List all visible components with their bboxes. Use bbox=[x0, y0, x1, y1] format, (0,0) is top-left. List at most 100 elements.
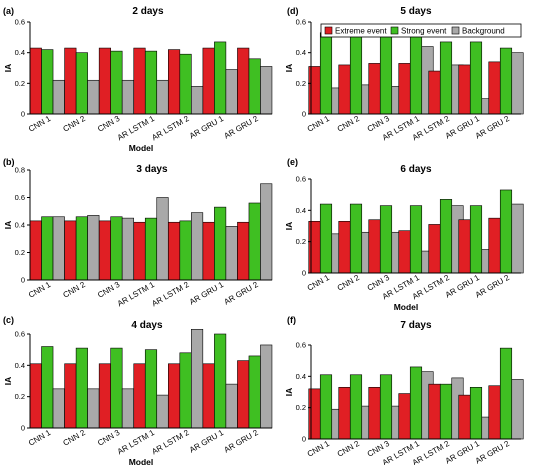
category-label: CNN 3 bbox=[96, 114, 122, 134]
y-tick-label: 0.2 bbox=[296, 79, 306, 88]
x-axis-label: Model bbox=[129, 457, 154, 465]
bar-strong bbox=[179, 352, 192, 429]
bar-strong bbox=[409, 366, 423, 440]
bar-extreme bbox=[98, 363, 111, 429]
bar-background bbox=[191, 212, 204, 281]
category-label: AR LSTM 2 bbox=[150, 428, 191, 457]
bar-strong bbox=[319, 203, 333, 274]
bar-strong bbox=[41, 216, 54, 281]
category-label: AR LSTM 1 bbox=[116, 114, 157, 143]
bar-strong bbox=[349, 203, 363, 274]
bar-background bbox=[156, 394, 169, 429]
bar-strong bbox=[439, 199, 453, 274]
chart-panel-c: (c) 4 days CNN 1 CNN 2 CNN 3AR LSTM 1AR LSTM… bbox=[3, 315, 273, 465]
bar-strong bbox=[75, 347, 88, 429]
bar-strong bbox=[214, 206, 227, 281]
bar-background bbox=[87, 79, 100, 115]
panel-label: (b) bbox=[3, 157, 15, 167]
bar-strong bbox=[144, 217, 158, 281]
category-label: CNN 2 bbox=[62, 114, 88, 134]
bar-background bbox=[511, 52, 524, 115]
bar-background bbox=[121, 388, 134, 429]
bar-extreme bbox=[428, 70, 441, 115]
category-label: CNN 3 bbox=[96, 428, 122, 448]
y-tick-label: 0.4 bbox=[296, 372, 306, 381]
bar-background bbox=[52, 79, 65, 115]
category-label: AR GRU 1 bbox=[188, 114, 226, 141]
y-tick-label: 0.4 bbox=[15, 48, 25, 57]
x-axis-label: Model bbox=[394, 302, 419, 312]
legend-swatch-background bbox=[451, 26, 460, 35]
bar-strong bbox=[41, 346, 54, 429]
bar-extreme bbox=[338, 64, 351, 115]
bar-background bbox=[87, 215, 100, 281]
bar-extreme bbox=[29, 363, 42, 429]
bar-extreme bbox=[488, 61, 501, 115]
bar-extreme bbox=[428, 383, 441, 440]
bar-strong bbox=[349, 33, 363, 115]
bar-strong bbox=[248, 355, 261, 429]
bar-extreme bbox=[368, 386, 381, 440]
category-label: CNN 2 bbox=[336, 114, 362, 134]
bar-extreme bbox=[308, 66, 321, 115]
bar-background bbox=[511, 203, 524, 274]
y-tick-label: 0.4 bbox=[296, 206, 306, 215]
bar-background bbox=[121, 217, 134, 281]
y-tick-label: 0.2 bbox=[15, 248, 25, 257]
bar-extreme bbox=[458, 394, 471, 440]
category-label: CNN 3 bbox=[96, 280, 122, 300]
legend-swatch-extreme bbox=[324, 26, 333, 35]
bar-extreme bbox=[428, 224, 441, 274]
category-label: AR LSTM 2 bbox=[150, 280, 191, 309]
bar-extreme bbox=[133, 47, 146, 115]
bar-strong bbox=[41, 49, 54, 115]
bar-extreme bbox=[308, 221, 321, 274]
category-label: AR GRU 2 bbox=[222, 114, 260, 141]
y-tick-label: 0 bbox=[302, 110, 306, 119]
bar-background bbox=[52, 388, 65, 429]
bar-extreme bbox=[398, 230, 411, 274]
category-label: AR GRU 1 bbox=[188, 280, 226, 307]
bar-extreme bbox=[308, 388, 321, 440]
bar-strong bbox=[469, 205, 483, 274]
bar-strong bbox=[379, 35, 393, 115]
bar-strong bbox=[144, 50, 158, 115]
y-axis-label: IA bbox=[3, 64, 13, 73]
bar-extreme bbox=[398, 393, 411, 440]
panel-label: (f) bbox=[287, 315, 296, 325]
chart-panel-a: (a) 2 days CNN 1 CNN 2 CNN 3AR LSTM 1AR LSTM… bbox=[3, 6, 273, 153]
bar-background bbox=[52, 216, 65, 281]
bar-extreme bbox=[237, 47, 250, 115]
bar-strong bbox=[179, 53, 192, 115]
bar-strong bbox=[179, 220, 192, 281]
panel-label: (a) bbox=[3, 6, 14, 16]
legend-swatch-strong bbox=[390, 26, 399, 35]
bar-extreme bbox=[202, 221, 215, 281]
bar-extreme bbox=[237, 221, 250, 281]
bar-extreme bbox=[488, 217, 501, 274]
bar-strong bbox=[409, 30, 423, 115]
bar-strong bbox=[499, 47, 513, 115]
panel-label: (d) bbox=[287, 6, 299, 16]
category-label: AR GRU 2 bbox=[474, 273, 512, 300]
bar-strong bbox=[144, 349, 158, 429]
bar-strong bbox=[75, 216, 88, 281]
category-label: AR GRU 2 bbox=[474, 439, 512, 465]
bar-strong bbox=[319, 32, 333, 115]
y-axis-label: IA bbox=[3, 377, 13, 386]
bar-strong bbox=[110, 216, 123, 281]
bar-strong bbox=[349, 374, 363, 440]
bar-background bbox=[191, 86, 204, 115]
y-tick-label: 0.2 bbox=[296, 403, 306, 412]
bar-background bbox=[260, 344, 273, 429]
bar-background bbox=[156, 79, 169, 115]
category-label: CNN 2 bbox=[336, 439, 362, 459]
legend-label-background: Background bbox=[462, 27, 505, 36]
bar-strong bbox=[469, 41, 483, 115]
y-tick-label: 0 bbox=[21, 110, 25, 119]
bar-extreme bbox=[368, 219, 381, 274]
y-tick-label: 0.2 bbox=[296, 237, 306, 246]
y-tick-label: 0 bbox=[21, 424, 25, 433]
